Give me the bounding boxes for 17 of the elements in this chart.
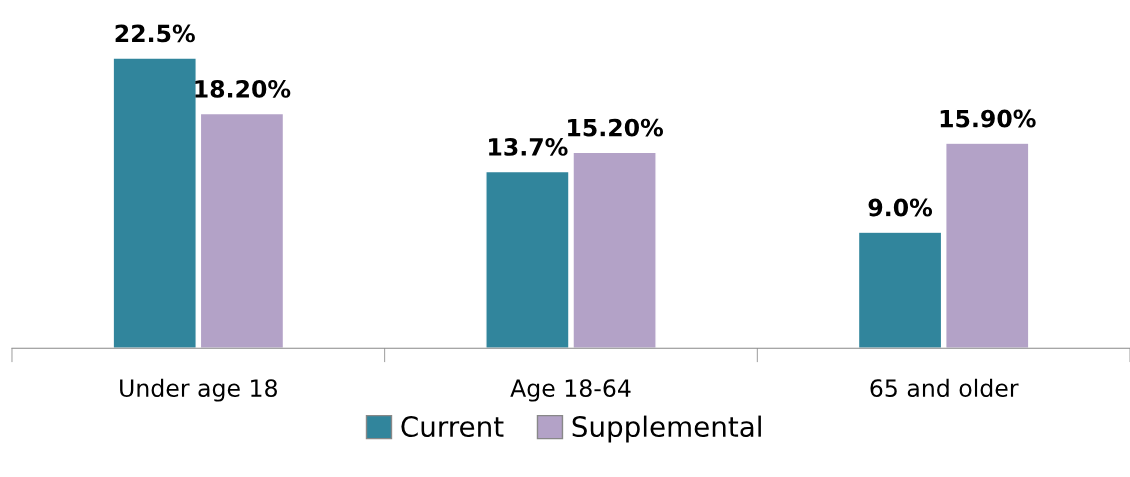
data-label: 9.0% bbox=[868, 198, 933, 217]
data-label: 22.5% bbox=[115, 24, 195, 43]
bar bbox=[857, 231, 943, 349]
data-label: 18.20% bbox=[195, 79, 291, 98]
bar bbox=[945, 142, 1030, 349]
x-tick-label: 65 and older bbox=[870, 378, 1019, 398]
bar bbox=[199, 112, 285, 349]
bar bbox=[112, 57, 197, 349]
data-label: 15.20% bbox=[568, 118, 664, 137]
legend-label: Current bbox=[401, 416, 504, 438]
legend-label: Supplemental bbox=[572, 415, 761, 443]
x-tick-label: Age 18-64 bbox=[510, 379, 631, 402]
bar bbox=[572, 151, 657, 349]
bar bbox=[485, 170, 570, 349]
data-label: 15.90% bbox=[940, 109, 1036, 128]
data-label: 13.7% bbox=[489, 137, 568, 156]
x-tick-label: Under age 18 bbox=[120, 378, 277, 402]
